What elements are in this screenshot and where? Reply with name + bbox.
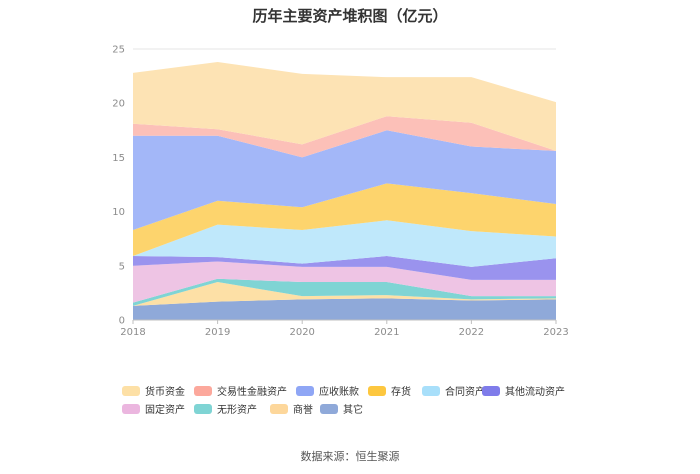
legend-label: 合同资产: [445, 387, 485, 398]
area-series-5: [133, 220, 556, 267]
x-tick-label: 2020: [289, 327, 314, 338]
chart-title: 历年主要资产堆积图（亿元）: [252, 7, 448, 25]
y-tick-label: 10: [112, 207, 125, 218]
legend-item[interactable]: 固定资产: [122, 404, 185, 418]
legend-swatch: [270, 404, 288, 414]
legend-swatch: [482, 386, 500, 396]
area-series: [133, 62, 556, 320]
area-series-4: [133, 256, 556, 280]
legend-label: 商誉: [293, 405, 313, 416]
legend-item[interactable]: 货币资金: [122, 386, 185, 400]
y-tick-label: 20: [112, 99, 125, 110]
x-tick-label: 2018: [120, 327, 145, 338]
x-tick-label: 2023: [543, 327, 568, 338]
area-series-6: [133, 183, 556, 257]
legend-swatch: [194, 386, 212, 396]
legend-swatch: [296, 386, 314, 396]
legend-item[interactable]: 存货: [368, 386, 411, 400]
legend-label: 固定资产: [145, 405, 185, 416]
legend-label: 其他流动资产: [505, 387, 565, 398]
legend-swatch: [122, 386, 140, 396]
legend-swatch: [122, 404, 140, 414]
x-tick-label: 2022: [459, 327, 484, 338]
legend-swatch: [194, 404, 212, 414]
area-series-8: [133, 116, 556, 158]
axes: 0 5 10 15 20 25 2018 2019 2020 2021 2022 2023: [112, 45, 568, 339]
x-tick-label: 2021: [374, 327, 399, 338]
stacked-area-chart: 0 5 10 15 20 25 2018 2019 2020 2021 2022 2023: [112, 45, 568, 339]
legend-item[interactable]: 商誉: [270, 404, 313, 418]
area-series-7: [133, 130, 556, 231]
legend-swatch: [422, 386, 440, 396]
y-tick-label: 15: [112, 153, 125, 164]
legend-label: 货币资金: [145, 387, 185, 398]
x-tick-label: 2019: [205, 327, 230, 338]
data-source: 数据来源：恒生聚源: [300, 450, 400, 463]
area-series-1: [133, 282, 556, 306]
legend-item[interactable]: 交易性金融资产: [194, 386, 287, 400]
legend-item[interactable]: 合同资产: [422, 386, 485, 400]
legend-swatch: [368, 386, 386, 396]
area-series-2: [133, 278, 556, 306]
legend-item[interactable]: 其它: [320, 404, 363, 418]
legend-label: 无形资产: [217, 405, 257, 416]
legend-swatch: [320, 404, 338, 414]
area-series-3: [133, 261, 556, 303]
y-tick-label: 5: [119, 261, 125, 272]
legend-label: 存货: [391, 387, 411, 398]
legend-label: 应收账款: [319, 387, 359, 398]
legend-item[interactable]: 无形资产: [194, 404, 257, 418]
area-series-9: [133, 62, 556, 151]
y-tick-label: 25: [112, 45, 125, 56]
legend-label: 交易性金融资产: [217, 387, 287, 398]
area-series-0: [133, 298, 556, 320]
legend-item[interactable]: 应收账款: [296, 386, 359, 400]
y-tick-label: 0: [119, 316, 125, 327]
legend-label: 其它: [343, 405, 363, 416]
legend-item[interactable]: 其他流动资产: [482, 386, 565, 400]
